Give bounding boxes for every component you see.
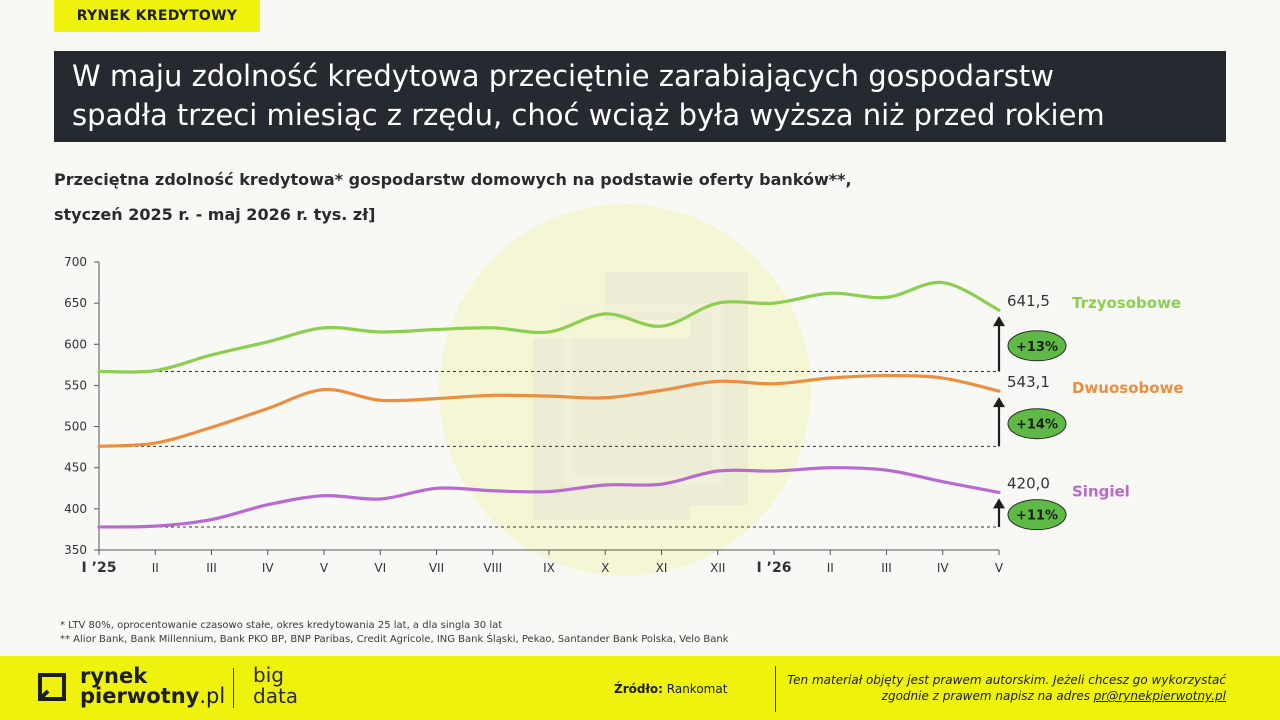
annotations: 641,5 Trzyosobowe +13% 543,1 Dwuosobowe +14% 4…	[993, 292, 1184, 531]
x-tick-label: II	[152, 561, 159, 575]
y-tick-label: 350	[64, 543, 87, 557]
series-line-trzyosobowe	[97, 280, 1001, 374]
series-name-label: Singiel	[1072, 482, 1130, 500]
rynekpierwotny-logo-icon	[38, 673, 66, 701]
divider	[233, 668, 234, 708]
end-value-label: 543,1	[1007, 373, 1050, 391]
series-name-label: Dwuosobowe	[1072, 379, 1184, 397]
x-tick-label: V	[995, 561, 1004, 575]
x-tick-label: I ’25	[82, 560, 117, 576]
bigdata-line-1: big	[253, 663, 284, 687]
change-badge	[1007, 499, 1067, 531]
headline-banner: W maju zdolność kredytowa przeciętnie za…	[54, 51, 1226, 142]
copyright-line-1: Ten materiał objęty jest prawem autorski…	[787, 673, 1226, 687]
bigdata-logo: big data	[253, 665, 298, 707]
y-tick-label: 600	[64, 337, 87, 351]
section-tag: RYNEK KREDYTOWY	[54, 0, 260, 32]
footnotes: * LTV 80%, oprocentowanie czasowo stałe,…	[60, 619, 729, 647]
y-tick-label: 450	[64, 461, 87, 475]
x-tick-label: I ’26	[757, 560, 792, 576]
series-line-singiel	[97, 466, 1001, 529]
change-badge-label: +14%	[1016, 418, 1058, 433]
source-value: Rankomat	[662, 682, 728, 696]
brand-line-2: pierwotny	[80, 684, 200, 708]
headline: W maju zdolność kredytowa przeciętnie za…	[72, 57, 1216, 135]
divider	[775, 666, 776, 712]
chart-title-line-2: styczeń 2025 r. - maj 2026 r. tys. zł]	[54, 205, 376, 224]
series-name-label: Trzyosobowe	[1072, 294, 1181, 312]
x-tick-label: II	[827, 561, 834, 575]
x-tick-label: X	[601, 561, 609, 575]
change-badge-label: +13%	[1016, 340, 1058, 355]
x-tick-label: VI	[374, 561, 386, 575]
up-arrow-icon	[993, 498, 1005, 509]
x-tick-label: IV	[937, 561, 950, 575]
up-arrow-icon	[993, 397, 1005, 408]
background-watermark	[439, 204, 811, 576]
change-badge-label: +11%	[1016, 509, 1058, 524]
end-value-label: 641,5	[1007, 292, 1050, 310]
chart-title: Przeciętna zdolność kredytowa* gospodars…	[54, 162, 852, 232]
y-tick-label: 650	[64, 296, 87, 310]
brand-line-1: rynek	[80, 664, 148, 688]
headline-line-2: spadła trzeci miesiąc z rzędu, choć wcią…	[72, 98, 1105, 132]
brand-suffix: .pl	[199, 684, 226, 708]
series-line-dwuosobowe	[97, 373, 1001, 448]
source-label: Źródło:	[614, 682, 663, 696]
reference-lines	[99, 370, 999, 528]
y-tick-label: 500	[64, 420, 87, 434]
y-tick-label: 700	[64, 255, 87, 269]
x-tick-label: III	[881, 561, 892, 575]
copyright-notice: Ten materiał objęty jest prawem autorski…	[776, 672, 1226, 704]
end-value-label: 420,0	[1007, 474, 1050, 492]
footnote-1: * LTV 80%, oprocentowanie czasowo stałe,…	[60, 620, 503, 631]
series-lines	[97, 280, 1001, 529]
change-badge	[1007, 408, 1067, 440]
footnote-2: ** Alior Bank, Bank Millennium, Bank PKO…	[60, 634, 729, 645]
brand-logo[interactable]: rynek pierwotny.pl	[80, 664, 226, 708]
x-tick-label: V	[320, 561, 329, 575]
contact-email-link[interactable]: pr@rynekpierwotny.pl	[1093, 689, 1226, 703]
x-tick-label: III	[206, 561, 217, 575]
footer: rynek pierwotny.pl big data Źródło: Rank…	[0, 656, 1280, 720]
headline-line-1: W maju zdolność kredytowa przeciętnie za…	[72, 59, 1054, 93]
x-tick-label: XII	[710, 561, 725, 575]
y-tick-label: 400	[64, 502, 87, 516]
source: Źródło: Rankomat	[614, 682, 727, 696]
x-tick-label: VII	[429, 561, 444, 575]
x-tick-label: XI	[656, 561, 668, 575]
change-badge	[1007, 330, 1067, 362]
x-tick-label: IV	[262, 561, 275, 575]
x-tick-label: IX	[543, 561, 555, 575]
up-arrow-icon	[993, 316, 1005, 327]
copyright-line-2: zgodnie z prawem napisz na adres	[881, 689, 1094, 703]
x-tick-label: VIII	[483, 561, 502, 575]
bigdata-line-2: data	[253, 684, 299, 708]
chart-title-line-1: Przeciętna zdolność kredytowa* gospodars…	[54, 170, 852, 189]
y-tick-label: 550	[64, 378, 87, 392]
